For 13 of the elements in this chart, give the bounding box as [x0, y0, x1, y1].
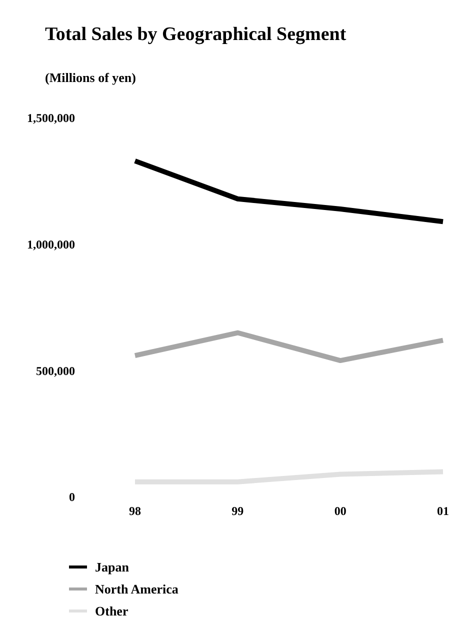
- legend-label: Japan: [95, 560, 130, 575]
- y-tick-label: 500,000: [36, 364, 75, 378]
- x-tick-label: 00: [334, 504, 346, 518]
- x-tick-label: 98: [129, 504, 141, 518]
- legend-label: North America: [95, 582, 179, 597]
- y-tick-label: 1,000,000: [27, 238, 75, 252]
- legend-label: Other: [95, 604, 128, 619]
- y-tick-label: 0: [69, 490, 75, 504]
- x-tick-label: 99: [232, 504, 244, 518]
- chart-subtitle: (Millions of yen): [45, 70, 136, 85]
- x-tick-label: 01: [437, 504, 449, 518]
- y-tick-label: 1,500,000: [27, 111, 75, 126]
- chart-title: Total Sales by Geographical Segment: [45, 24, 347, 45]
